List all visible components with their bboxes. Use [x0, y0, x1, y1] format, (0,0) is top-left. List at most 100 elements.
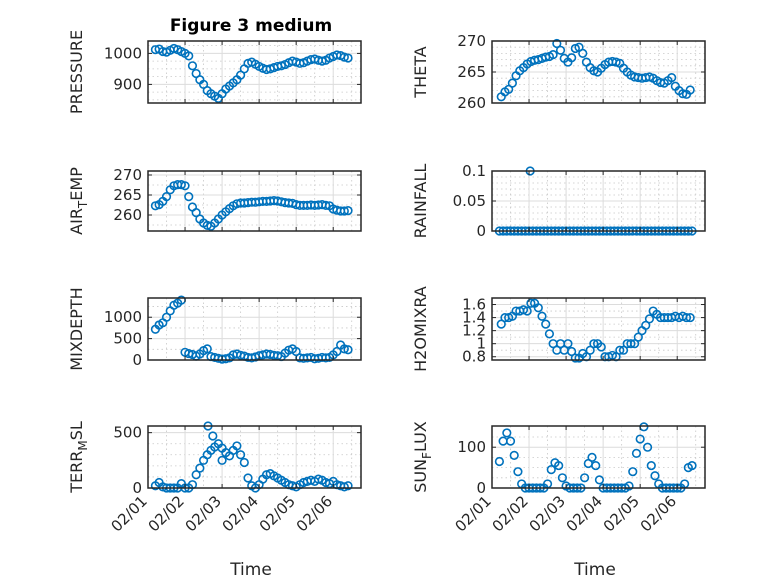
data-point [339, 344, 349, 354]
data-point [685, 85, 695, 95]
x-axis-label-right: Time [573, 560, 616, 580]
plot-area [148, 426, 361, 488]
data-point [187, 61, 198, 71]
data-point [317, 56, 327, 66]
data-point [243, 473, 253, 483]
subplot-air_temp: 260 265 270 AIRTEMP [67, 166, 362, 235]
data-point [232, 441, 242, 451]
x-tick-label: 02/04 [563, 492, 606, 535]
y-label-subscript: M [76, 440, 90, 450]
data-point [594, 475, 605, 485]
y-label-subscript: T [76, 200, 90, 209]
data-point [343, 345, 353, 355]
figure-title: Figure 3 medium [170, 16, 332, 36]
y-tick-label: 0 [132, 351, 142, 369]
y-label-main: THETA [411, 46, 430, 98]
data-point [217, 455, 227, 465]
data-point [208, 431, 218, 441]
data-point [239, 457, 249, 468]
data-point [541, 319, 551, 329]
axes-box [491, 425, 706, 489]
y-tick-label: 0.8 [462, 348, 486, 366]
plot-area [492, 426, 705, 488]
y-label-main: TERR [67, 451, 86, 494]
data-point [557, 473, 567, 483]
x-axis-label-left: Time [229, 560, 272, 580]
data-point [321, 353, 331, 363]
data-point [554, 460, 564, 471]
data-point [667, 72, 677, 83]
y-tick-label: 1.2 [462, 322, 486, 340]
data-point [644, 314, 655, 324]
y-label-main: MIXDEPTH [67, 287, 86, 370]
data-point [343, 206, 353, 216]
x-tick-label: 02/01 [108, 492, 151, 535]
subplot-pressure: 900 1000 PRESSURE [67, 30, 362, 114]
axes-box [147, 425, 362, 489]
y-axis-label: THETA [411, 46, 430, 98]
data-point [195, 463, 205, 473]
y-axis-label: MIXDEPTH [67, 287, 86, 370]
data-point [343, 53, 353, 63]
x-tick-label: 02/04 [219, 492, 262, 535]
data-point [687, 460, 697, 471]
data-point [533, 303, 543, 313]
x-tick-label: 02/05 [256, 492, 299, 535]
plot-area [148, 41, 361, 103]
y-tick-label: 100 [457, 438, 486, 456]
data-point [202, 344, 212, 354]
axes-box [147, 40, 362, 104]
data-point [624, 481, 634, 491]
y-label-main: AIR [67, 208, 86, 235]
data-point [615, 345, 625, 355]
subplot-h2omixra: 0.811.21.41.6 H2OMIXRA [411, 286, 706, 372]
data-point [522, 306, 532, 316]
data-point [507, 78, 517, 88]
data-point [591, 460, 601, 471]
data-point [546, 465, 556, 475]
data-point [191, 470, 201, 480]
data-point [552, 38, 562, 49]
data-point [555, 45, 566, 55]
y-label-main: SUN [411, 459, 430, 493]
y-tick-label: 1000 [104, 44, 142, 62]
x-tick-label: 02/03 [526, 492, 569, 535]
data-point [635, 434, 645, 444]
y-label-main: PRESSURE [67, 30, 86, 114]
y-label-tail: EMP [67, 167, 86, 201]
y-tick-label: 500 [113, 424, 142, 442]
data-point [494, 456, 505, 467]
data-point [161, 192, 172, 202]
y-label-main: RAINFALL [411, 164, 430, 239]
plot-area [148, 298, 361, 360]
x-tick-label: 02/01 [452, 492, 495, 535]
y-tick-label: 500 [113, 330, 142, 348]
x-tick-label: 02/02 [489, 492, 532, 535]
data-point [570, 353, 580, 363]
y-tick-label: 1.4 [462, 309, 486, 327]
y-tick-label: 1 [476, 335, 486, 353]
data-point [526, 298, 536, 308]
data-point [642, 442, 653, 452]
y-tick-label: 0 [476, 479, 486, 497]
y-label-subscript: F [420, 452, 434, 459]
y-tick-label: 0 [476, 222, 486, 240]
data-point [321, 200, 331, 210]
data-point [180, 181, 190, 191]
data-point [578, 48, 588, 59]
data-point [509, 450, 519, 460]
y-tick-label: 265 [113, 186, 142, 204]
data-point [685, 312, 695, 323]
data-point [646, 460, 656, 471]
subplot-rainfall: 0 0.05 0.1 RAINFALL [411, 162, 706, 240]
y-axis-label: PRESSURE [67, 30, 86, 114]
data-point [502, 428, 512, 438]
plot-area [492, 298, 705, 360]
y-axis-label: RAINFALL [411, 164, 430, 239]
data-point [339, 52, 349, 62]
y-label-tail: SL [67, 421, 86, 440]
x-tick-label: 02/06 [293, 492, 336, 535]
data-point [548, 50, 558, 60]
